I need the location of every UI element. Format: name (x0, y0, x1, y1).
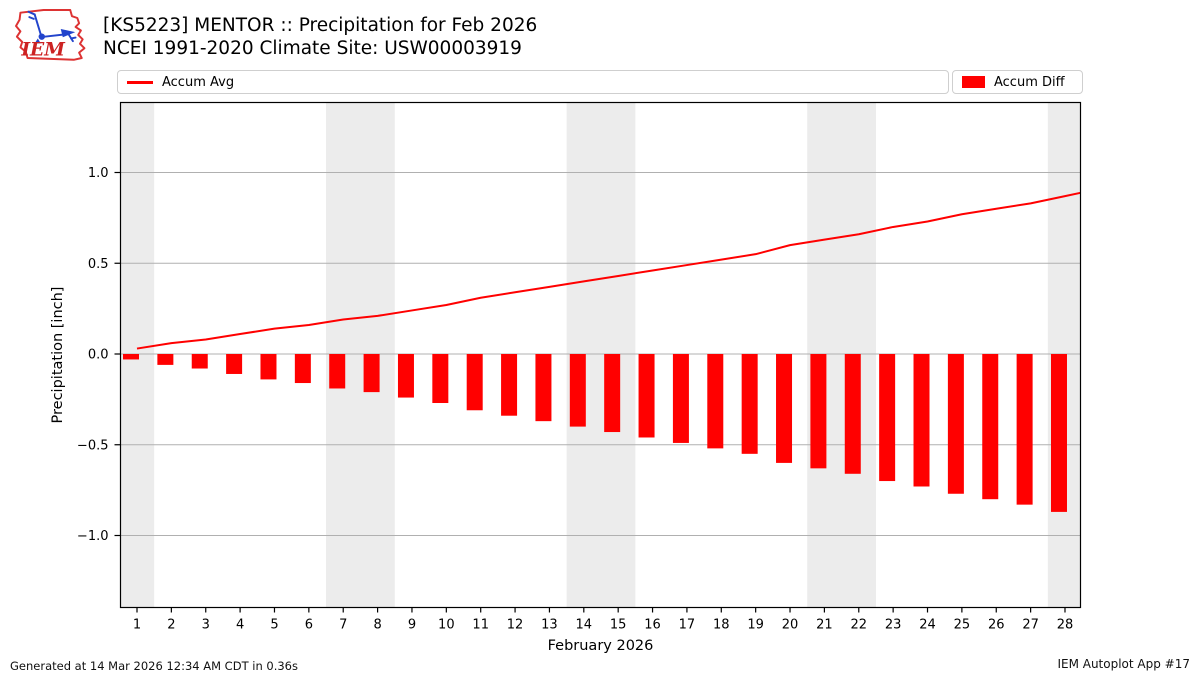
svg-text:22: 22 (850, 618, 867, 633)
logo-text: IEM (20, 38, 66, 60)
svg-text:6: 6 (305, 618, 313, 633)
svg-text:23: 23 (885, 618, 902, 633)
svg-text:0.0: 0.0 (88, 348, 109, 363)
legend-diff-label: Accum Diff (994, 74, 1065, 90)
svg-text:1.0: 1.0 (88, 166, 109, 181)
svg-text:15: 15 (610, 618, 627, 633)
app-credit: IEM Autoplot App #17 (1057, 657, 1190, 671)
chart-subtitle: NCEI 1991-2020 Climate Site: USW00003919 (103, 38, 522, 59)
svg-text:7: 7 (339, 618, 347, 633)
svg-text:10: 10 (438, 618, 455, 633)
svg-text:16: 16 (644, 618, 661, 633)
svg-text:9: 9 (408, 618, 416, 633)
legend-avg-label: Accum Avg (162, 74, 235, 90)
svg-text:13: 13 (541, 618, 558, 633)
svg-text:21: 21 (816, 618, 833, 633)
svg-text:14: 14 (576, 618, 593, 633)
svg-text:0.5: 0.5 (88, 257, 109, 272)
bar-sample-icon (962, 76, 985, 88)
svg-text:20: 20 (782, 618, 799, 633)
svg-text:19: 19 (747, 618, 764, 633)
svg-text:11: 11 (472, 618, 489, 633)
svg-text:−1.0: −1.0 (77, 529, 109, 544)
iem-logo: IEM (15, 9, 86, 61)
chart-title-block: [KS5223] MENTOR :: Precipitation for Feb… (103, 14, 537, 60)
svg-text:24: 24 (919, 618, 936, 633)
svg-text:17: 17 (679, 618, 696, 633)
line-sample-icon (127, 80, 153, 84)
svg-text:18: 18 (713, 618, 730, 633)
svg-text:25: 25 (954, 618, 971, 633)
svg-text:−0.5: −0.5 (77, 438, 109, 453)
svg-text:28: 28 (1057, 618, 1074, 633)
legend: Accum Avg Accum Diff (117, 70, 1083, 94)
svg-text:26: 26 (988, 618, 1005, 633)
svg-text:27: 27 (1022, 618, 1039, 633)
svg-text:3: 3 (202, 618, 210, 633)
legend-accum-diff: Accum Diff (952, 70, 1083, 94)
svg-text:8: 8 (373, 618, 381, 633)
svg-text:Precipitation [inch]: Precipitation [inch] (50, 287, 66, 424)
svg-text:February 2026: February 2026 (548, 638, 654, 654)
svg-text:4: 4 (236, 618, 244, 633)
legend-accum-avg: Accum Avg (117, 70, 949, 94)
svg-text:12: 12 (507, 618, 524, 633)
chart-title: [KS5223] MENTOR :: Precipitation for Feb… (103, 15, 538, 36)
weathervane-icon (27, 10, 77, 44)
svg-text:5: 5 (270, 618, 278, 633)
iowa-outline-icon (15, 9, 86, 61)
generated-timestamp: Generated at 14 Mar 2026 12:34 AM CDT in… (10, 659, 298, 673)
precipitation-chart: 1 2 3 4 5 6 7 8 9 10 11 12 13 14 15 16 17 18 19 20 21 22 23 24 2… (50, 101, 1082, 654)
svg-text:1: 1 (133, 618, 141, 633)
svg-text:2: 2 (167, 618, 175, 633)
